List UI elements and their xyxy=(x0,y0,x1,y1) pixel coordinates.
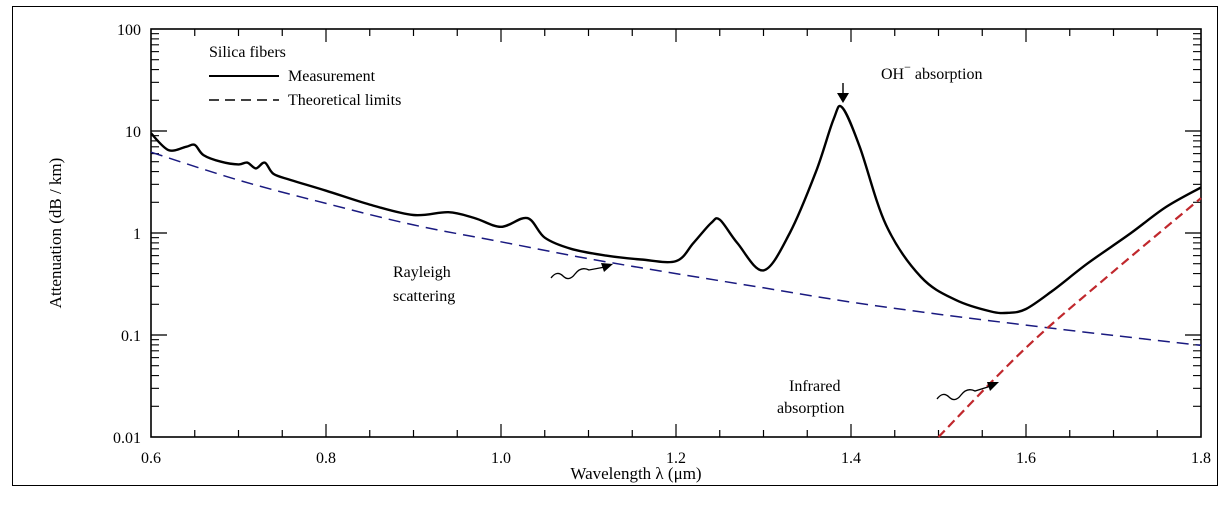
y-tick-label: 100 xyxy=(117,22,141,39)
legend-entry-measurement: Measurement xyxy=(288,68,376,85)
legend-title: Silica fibers xyxy=(209,44,286,61)
infrared-annotation: Infrared absorption xyxy=(777,378,999,417)
x-tick-label: 0.8 xyxy=(316,450,336,467)
y-tick-label: 1 xyxy=(133,226,141,243)
plot-area-border xyxy=(150,28,1202,438)
y-axis-label: Attenuation (dB / km) xyxy=(46,158,65,309)
axis-ticks xyxy=(151,29,1201,437)
series-infrared-absorption xyxy=(937,197,1202,438)
chart-frame: 0.6 0.8 1.0 1.2 1.4 1.6 1.8 0.01 0.1 1 10 100 Wave… xyxy=(12,6,1218,486)
infrared-annotation-arrow xyxy=(936,385,992,401)
x-tick-label: 1.8 xyxy=(1191,450,1211,467)
infrared-text-line2: absorption xyxy=(777,400,845,417)
legend-entry-theoretical: Theoretical limits xyxy=(288,92,401,109)
x-axis-label: Wavelength λ (μm) xyxy=(570,464,701,483)
oh-absorption-annotation: OH− absorption xyxy=(837,60,982,103)
series-rayleigh-scattering xyxy=(150,151,1202,347)
x-tick-label: 0.6 xyxy=(141,450,161,467)
x-tick-labels: 0.6 0.8 1.0 1.2 1.4 1.6 1.8 xyxy=(141,450,1211,467)
chart-series xyxy=(150,104,1202,438)
x-tick-label: 1.2 xyxy=(666,450,686,467)
infrared-annotation-arrowhead xyxy=(987,382,999,391)
oh-annotation-text: OH− absorption xyxy=(881,60,982,83)
rayleigh-annotation: Rayleigh scattering xyxy=(393,263,613,305)
y-tick-label: 0.01 xyxy=(113,430,141,447)
x-tick-label: 1.0 xyxy=(491,450,511,467)
legend: Silica fibers Measurement Theoretical li… xyxy=(209,44,401,109)
rayleigh-annotation-arrowhead xyxy=(601,263,613,272)
x-tick-label: 1.4 xyxy=(841,450,861,467)
attenuation-chart: 0.6 0.8 1.0 1.2 1.4 1.6 1.8 0.01 0.1 1 10 100 Wave… xyxy=(46,22,1211,483)
rayleigh-text-line1: Rayleigh xyxy=(393,264,451,281)
rayleigh-annotation-arrow xyxy=(550,266,606,280)
x-tick-label: 1.6 xyxy=(1016,450,1036,467)
y-tick-label: 10 xyxy=(125,124,141,141)
rayleigh-text-line2: scattering xyxy=(393,288,455,305)
oh-annotation-arrowhead xyxy=(837,93,849,103)
series-measurement xyxy=(150,104,1202,315)
y-tick-labels: 0.01 0.1 1 10 100 xyxy=(113,22,141,447)
infrared-text-line1: Infrared xyxy=(789,378,841,395)
y-tick-label: 0.1 xyxy=(121,328,141,345)
